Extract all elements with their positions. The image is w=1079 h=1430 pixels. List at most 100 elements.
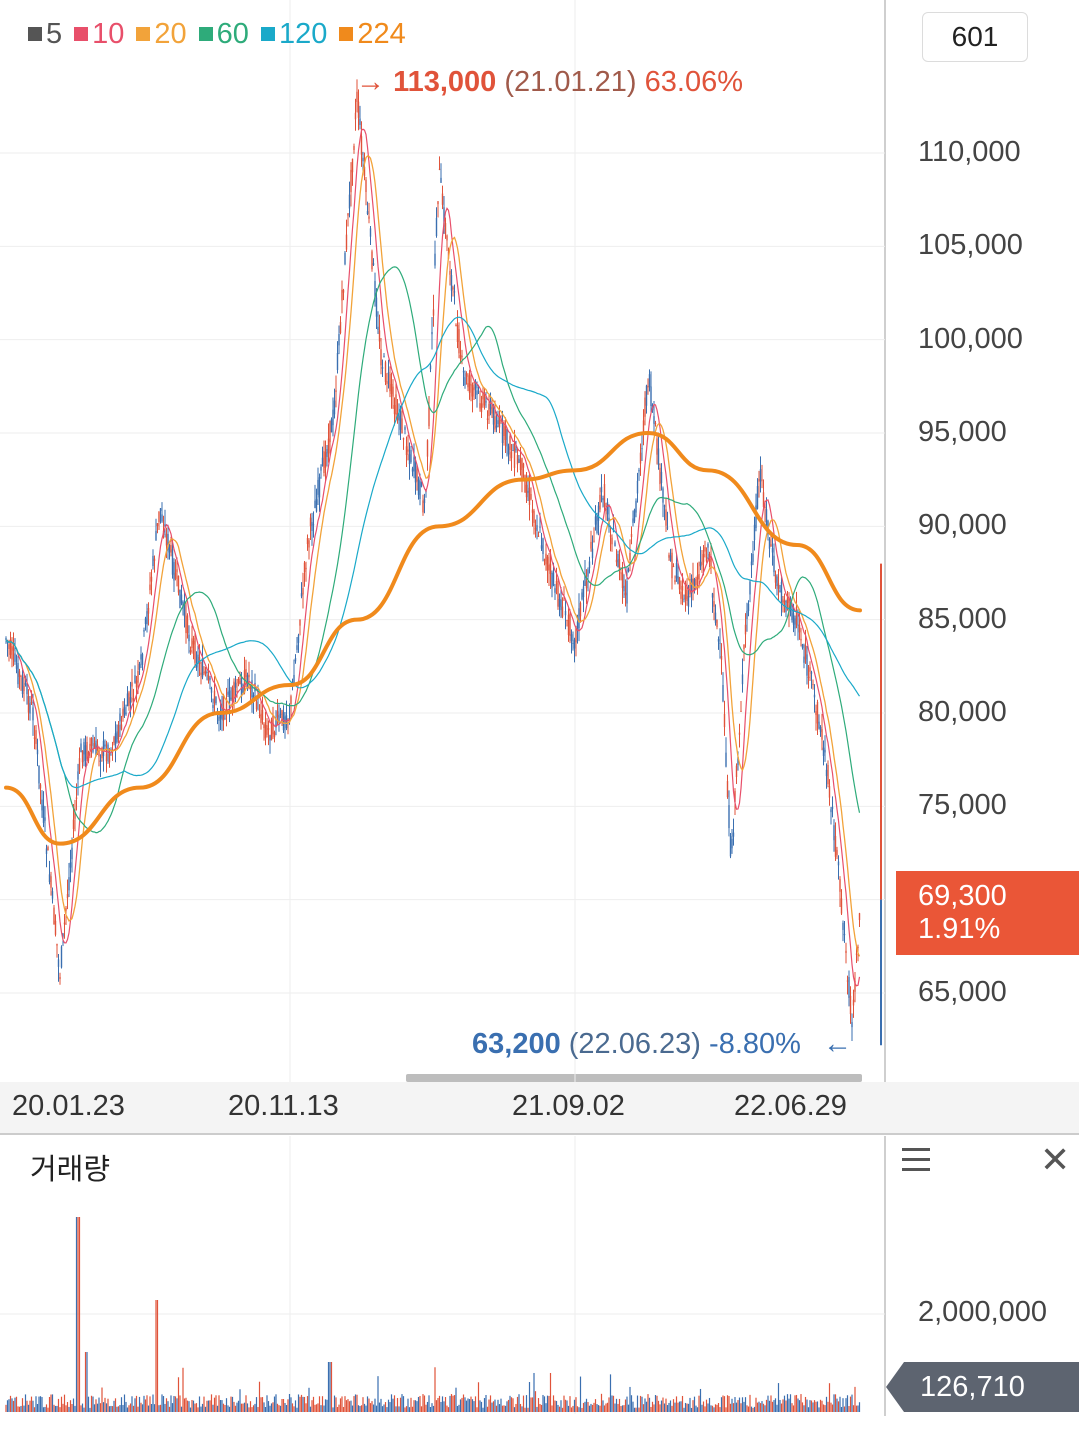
volume-bar <box>158 1405 160 1412</box>
volume-bar <box>441 1396 444 1412</box>
candle-body <box>566 620 568 622</box>
volume-bar <box>558 1406 561 1412</box>
volume-bar <box>710 1405 712 1412</box>
legend-item-120[interactable]: 120 <box>260 16 327 52</box>
volume-bar <box>608 1397 610 1412</box>
volume-bar <box>764 1405 766 1412</box>
legend-item-60[interactable]: 60 <box>198 16 249 52</box>
candle-body <box>9 639 12 655</box>
volume-bar <box>305 1403 307 1412</box>
volume-bar <box>224 1404 226 1412</box>
candle-body <box>53 907 55 925</box>
candle-body <box>288 718 291 720</box>
volume-bar <box>215 1395 217 1412</box>
candle-body <box>261 709 264 720</box>
candle-body <box>788 597 790 613</box>
legend-item-20[interactable]: 20 <box>136 16 187 52</box>
volume-bar <box>746 1405 748 1412</box>
volume-bar <box>261 1397 264 1412</box>
candle-body <box>747 603 750 611</box>
candle-body <box>341 289 343 301</box>
candle-body <box>437 201 439 205</box>
volume-bar <box>381 1406 384 1412</box>
volume-bar <box>521 1406 523 1412</box>
volume-bar <box>857 1405 859 1412</box>
volume-bar <box>372 1404 375 1412</box>
legend-item-224[interactable]: 224 <box>339 16 406 52</box>
candle-body <box>465 373 468 377</box>
candle-body <box>375 297 378 317</box>
period-input[interactable]: 601 <box>922 12 1028 62</box>
volume-bar <box>188 1401 190 1412</box>
volume-bar <box>500 1398 502 1412</box>
volume-bar <box>201 1403 204 1412</box>
volume-bar <box>387 1399 390 1412</box>
candle-body <box>516 454 519 465</box>
candle-body <box>830 809 832 813</box>
candle-body <box>732 832 735 837</box>
candle-body <box>450 275 453 291</box>
candle-body <box>534 528 537 530</box>
menu-icon[interactable] <box>902 1148 930 1172</box>
volume-bar <box>167 1401 169 1412</box>
candle-body <box>530 494 532 500</box>
volume-bar <box>249 1401 252 1412</box>
candle-body <box>390 383 393 394</box>
candle-body <box>827 764 829 785</box>
volume-bar <box>512 1398 514 1412</box>
volume-bar <box>740 1403 742 1412</box>
volume-bar <box>398 1406 400 1412</box>
legend-item-5[interactable]: 5 <box>28 16 62 52</box>
candle-body <box>551 573 553 588</box>
candle-body <box>381 367 384 369</box>
volume-bar <box>87 1396 90 1412</box>
volume-bar <box>300 1394 303 1412</box>
candle-body <box>519 459 522 470</box>
candle-body <box>801 644 804 648</box>
candle-body <box>240 677 243 697</box>
volume-bar <box>656 1395 658 1412</box>
legend-label: 20 <box>154 18 187 50</box>
candle-body <box>482 391 484 400</box>
volume-bar <box>536 1406 538 1412</box>
candle-body <box>137 670 139 683</box>
volume-bar <box>308 1387 310 1412</box>
candle-body <box>255 701 258 710</box>
volume-bar <box>416 1401 418 1412</box>
candle-body <box>486 418 489 420</box>
candle-body <box>458 329 460 354</box>
volume-bar <box>263 1402 265 1412</box>
volume-bar <box>698 1395 700 1412</box>
volume-bar <box>831 1404 834 1412</box>
candle-body <box>92 749 94 752</box>
volume-bar <box>843 1406 846 1412</box>
volume-bar <box>443 1401 445 1412</box>
candle-body <box>251 680 253 698</box>
legend-item-10[interactable]: 10 <box>74 16 124 52</box>
candle-body <box>377 326 379 330</box>
candle-body <box>171 549 174 575</box>
volume-bar <box>311 1400 313 1412</box>
volume-bar <box>836 1398 838 1412</box>
volume-bar <box>516 1396 519 1412</box>
volume-bar <box>695 1405 697 1412</box>
volume-bar <box>666 1405 669 1412</box>
candle-body <box>228 690 231 710</box>
candle-body <box>480 403 483 413</box>
candle-body <box>821 729 823 740</box>
volume-bar <box>15 1396 18 1412</box>
volume-bar <box>755 1397 757 1412</box>
candle-body <box>60 946 63 968</box>
x-axis-band <box>0 1082 1079 1134</box>
volume-bar <box>756 1402 759 1412</box>
close-icon[interactable]: ✕ <box>1040 1139 1071 1180</box>
candle-body <box>434 253 436 266</box>
candle-body <box>158 511 160 523</box>
candle-body <box>140 654 142 660</box>
volume-bar <box>161 1394 163 1412</box>
candle-body <box>186 615 189 634</box>
volume-bar <box>617 1403 619 1412</box>
volume-bar <box>392 1398 394 1412</box>
volume-bar <box>515 1403 517 1412</box>
